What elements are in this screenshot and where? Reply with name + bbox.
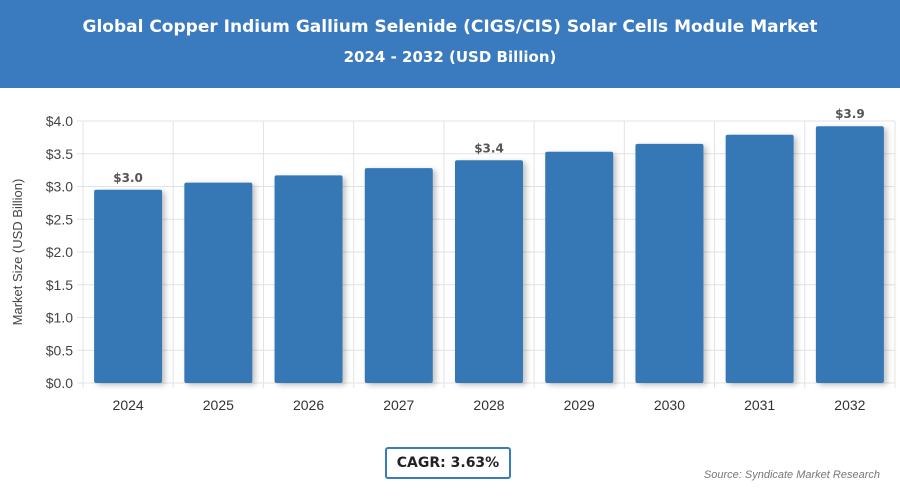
y-tick-label: $1.0 [46, 310, 73, 326]
y-tick-label: $3.5 [46, 146, 73, 162]
x-tick-label: 2028 [473, 397, 504, 413]
bar-2024 [94, 189, 163, 383]
bar-2026 [274, 175, 343, 383]
x-tick-label: 2026 [293, 397, 324, 413]
bar-2029 [545, 151, 614, 383]
y-axis-label: Market Size (USD Billion) [10, 179, 25, 326]
x-tick-label: 2024 [113, 397, 144, 413]
bar-2031 [725, 134, 794, 383]
data-label: $3.9 [835, 107, 865, 121]
y-tick-label: $0.0 [46, 375, 73, 391]
x-tick-label: 2031 [744, 397, 775, 413]
x-tick-label: 2029 [564, 397, 595, 413]
data-label: $3.4 [474, 141, 504, 155]
x-tick-label: 2025 [203, 397, 234, 413]
x-tick-label: 2032 [834, 397, 865, 413]
y-tick-label: $3.0 [46, 179, 73, 195]
cagr-badge: CAGR: 3.63% [385, 447, 511, 479]
y-tick-label: $4.0 [46, 113, 73, 129]
bar-2028 [455, 160, 523, 383]
chart-header: Global Copper Indium Gallium Selenide (C… [0, 0, 900, 88]
y-tick-label: $2.0 [46, 244, 73, 260]
bar-2027 [364, 168, 433, 383]
bar-2032 [815, 126, 884, 384]
bar-2025 [184, 182, 253, 383]
bar-2030 [635, 143, 704, 383]
x-tick-label: 2030 [654, 397, 685, 413]
source-note: Source: Syndicate Market Research [703, 469, 880, 481]
chart-title: Global Copper Indium Gallium Selenide (C… [82, 17, 818, 37]
data-label: $3.0 [113, 171, 143, 185]
x-tick-label: 2027 [383, 397, 414, 413]
chart-subtitle: 2024 - 2032 (USD Billion) [343, 48, 557, 66]
y-tick-label: $0.5 [46, 342, 73, 358]
y-tick-label: $2.5 [46, 211, 73, 227]
y-tick-label: $1.5 [46, 277, 73, 293]
